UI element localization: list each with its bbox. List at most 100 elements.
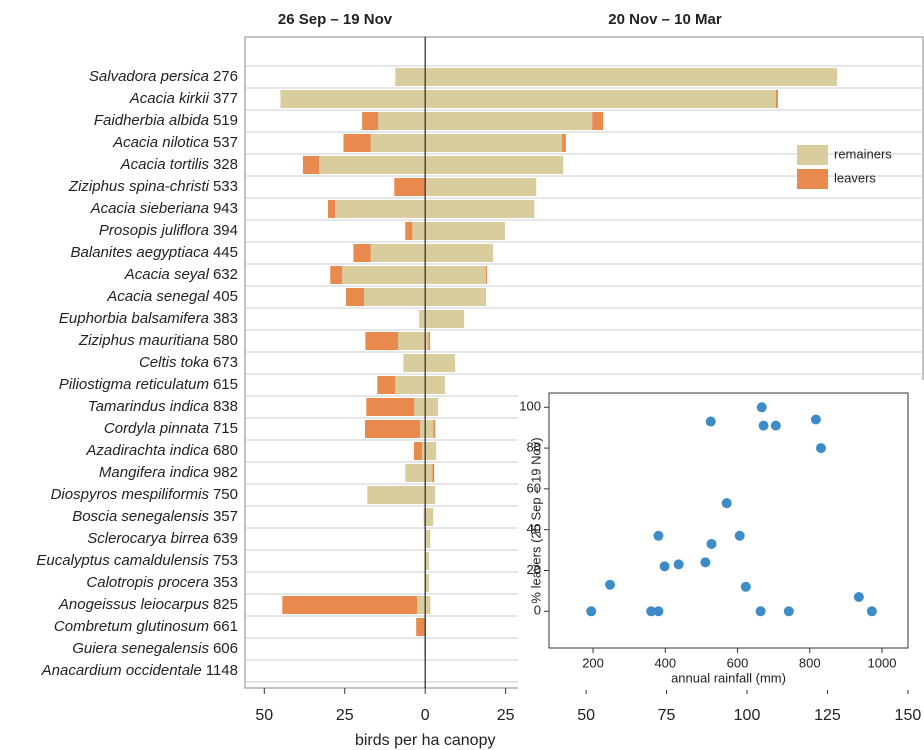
bar [412, 222, 426, 240]
rainfall: 982 [213, 464, 238, 481]
bar [425, 222, 506, 240]
bar [425, 200, 535, 218]
bar [420, 420, 426, 438]
point [586, 606, 597, 617]
bar [425, 178, 537, 196]
rainfall: 943 [213, 200, 238, 217]
bar [370, 134, 426, 152]
rainfall: 533 [213, 178, 238, 195]
rainfall: 405 [213, 288, 238, 305]
x-tick-label: 50 [577, 707, 595, 724]
x-tick-label: 400 [654, 655, 676, 670]
category-label: Balanites aegyptiaca 445 [71, 244, 238, 261]
bar [367, 486, 426, 504]
bar [425, 112, 593, 130]
bar [419, 310, 426, 328]
category-label: Prosopis juliflora 394 [99, 222, 238, 239]
category-label: Anogeissus leiocarpus 825 [58, 596, 238, 613]
rainfall: 661 [213, 618, 238, 635]
category-label: Sclerocarya birrea 639 [87, 530, 238, 547]
x-axis-label: birds per ha canopy [355, 732, 496, 749]
rainfall: 1148 [206, 662, 238, 679]
bar [417, 596, 426, 614]
y-tick-label: 0 [534, 603, 541, 618]
point [659, 561, 670, 572]
species-name: Prosopis juliflora [99, 222, 209, 239]
species-name: Mangifera indica [99, 464, 209, 481]
y-tick-label: 20 [527, 562, 541, 577]
bar [343, 134, 371, 152]
category-label: Acacia senegal 405 [106, 288, 238, 305]
x-tick-label: 1000 [868, 655, 897, 670]
rainfall: 632 [213, 266, 238, 283]
bar [425, 596, 431, 614]
bar [416, 618, 426, 636]
bar [364, 288, 426, 306]
point [721, 498, 732, 509]
bar [432, 464, 435, 482]
species-name: Euphorbia balsamifera [59, 310, 209, 327]
rainfall: 715 [213, 420, 238, 437]
bar [335, 200, 426, 218]
rainfall: 750 [213, 486, 238, 503]
category-label: Celtis toka 673 [139, 354, 238, 371]
x-tick-label: 25 [336, 707, 354, 724]
x-tick-label: 25 [497, 707, 515, 724]
y-tick-label: 80 [527, 440, 541, 455]
x-axis-label: annual rainfall (mm) [671, 670, 786, 685]
bar [366, 398, 415, 416]
legend-label: leavers [834, 170, 876, 185]
species-name: Eucalyptus camaldulensis [36, 552, 209, 569]
species-name: Salvadora persica [89, 68, 209, 85]
bar [425, 442, 437, 460]
bar [414, 398, 426, 416]
bar [423, 508, 426, 526]
y-tick-label: 60 [527, 480, 541, 495]
rainfall: 639 [213, 530, 238, 547]
bar [398, 332, 426, 350]
x-tick-label: 50 [255, 707, 273, 724]
rainfall: 606 [213, 640, 238, 657]
rainfall: 377 [213, 90, 238, 107]
bar [282, 596, 418, 614]
bar [365, 332, 399, 350]
legend-label: remainers [834, 146, 892, 161]
bar [775, 90, 778, 108]
species-name: Ziziphus spina-christi [68, 178, 210, 195]
category-label: Faidherbia albida 519 [94, 112, 238, 129]
bar [433, 420, 436, 438]
bar [395, 376, 426, 394]
y-tick-label: 40 [527, 521, 541, 536]
point [673, 559, 684, 570]
x-tick-label: 100 [734, 707, 761, 724]
category-label: Combretum glutinosum 661 [54, 618, 238, 635]
y-tick-label: 100 [519, 399, 541, 414]
point [770, 420, 781, 431]
bar [362, 112, 379, 130]
point [734, 530, 745, 541]
category-label: Salvadora persica 276 [89, 68, 238, 85]
category-label: Azadirachta indica 680 [85, 442, 238, 459]
x-tick-label: 150 [895, 707, 922, 724]
rainfall: 357 [213, 508, 238, 525]
category-label: Cordyla pinnata 715 [104, 420, 238, 437]
bar [319, 156, 426, 174]
category-label: Guiera senegalensis 606 [72, 640, 238, 657]
species-name: Acacia nilotica [112, 134, 209, 151]
species-name: Piliostigma reticulatum [59, 376, 209, 393]
species-name: Diospyros mespiliformis [51, 486, 210, 503]
inset-background [518, 380, 924, 690]
bar [342, 266, 426, 284]
bar [425, 508, 434, 526]
bar [425, 68, 838, 86]
bar [405, 222, 413, 240]
species-name: Acacia senegal [106, 288, 209, 305]
species-name: Ziziphus mauritiana [78, 332, 209, 349]
bar [425, 134, 562, 152]
point [758, 420, 769, 431]
bar [425, 464, 433, 482]
point [653, 530, 664, 541]
point [705, 416, 716, 427]
species-name: Calotropis procera [86, 574, 209, 591]
rainfall: 353 [213, 574, 238, 591]
